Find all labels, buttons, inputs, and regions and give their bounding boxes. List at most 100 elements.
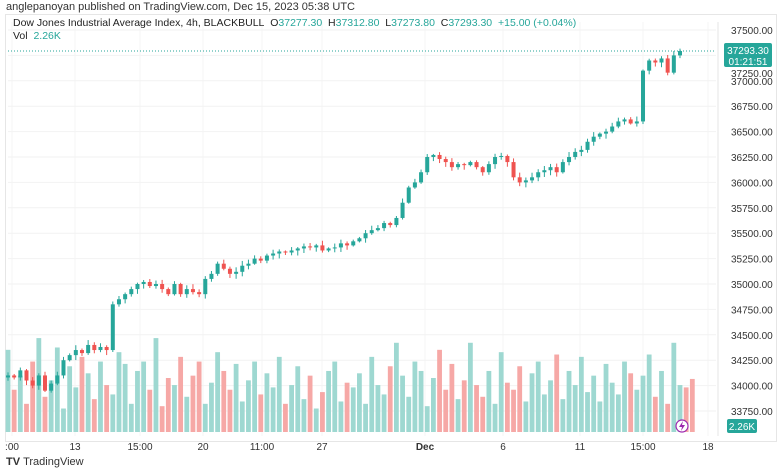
- volume-bar: [196, 361, 202, 432]
- volume-bar: [17, 375, 23, 432]
- volume-bar: [615, 394, 621, 432]
- candle-body: [622, 119, 627, 122]
- high-label: H: [328, 17, 336, 29]
- volume-bar: [622, 361, 627, 432]
- candle-body: [517, 177, 522, 183]
- brand-name: TradingView: [23, 456, 84, 468]
- volume-bar: [313, 408, 319, 432]
- volume-bar: [628, 373, 634, 432]
- candle-body: [456, 164, 461, 168]
- candle-body: [357, 238, 362, 242]
- volume-bar: [689, 378, 695, 432]
- volume-bar: [252, 361, 258, 432]
- volume-bar: [110, 394, 116, 432]
- tradingview-logo[interactable]: TV TradingView: [6, 456, 84, 468]
- bar-countdown: 01:21:51: [729, 57, 768, 68]
- candle-body: [86, 344, 91, 354]
- candle-body: [678, 51, 682, 56]
- x-tick-label: 11:00: [250, 442, 275, 453]
- candle-body: [363, 233, 368, 239]
- lightning-glyph: [679, 421, 685, 431]
- candle-body: [634, 121, 639, 124]
- close-value: 37293.30: [448, 17, 493, 29]
- x-tick-label: 20: [197, 442, 209, 453]
- volume-bar: [141, 361, 147, 432]
- candle-body: [172, 284, 177, 295]
- candle-body: [345, 243, 350, 246]
- volume-bar: [443, 389, 449, 432]
- candle-body: [73, 350, 78, 356]
- candle-body: [264, 255, 269, 261]
- volume-bar: [369, 356, 375, 432]
- close-label: C: [440, 17, 449, 29]
- candle-body: [419, 172, 424, 183]
- candle-body: [289, 250, 294, 253]
- volume-bar: [128, 403, 134, 432]
- volume-bar: [11, 389, 17, 432]
- candle-body: [536, 172, 541, 178]
- volume-bar: [326, 370, 331, 432]
- volume-bar: [375, 385, 381, 432]
- volume-bar: [227, 389, 233, 432]
- volume-bar: [511, 389, 516, 432]
- volume-bar: [535, 361, 541, 432]
- volume-bar: [344, 382, 350, 432]
- open-value: 37277.30: [278, 17, 323, 29]
- y-tick-label: 36500.00: [731, 128, 773, 139]
- candle-body: [42, 375, 47, 391]
- volume-bar: [54, 347, 60, 432]
- volume-bar: [474, 385, 479, 432]
- volume-bar: [363, 403, 368, 432]
- volume-bar: [147, 389, 153, 432]
- candle-body: [375, 228, 380, 231]
- candle-body: [166, 289, 171, 295]
- candle-body: [190, 289, 195, 293]
- volume-bar: [283, 403, 288, 432]
- volume-bar: [548, 380, 553, 432]
- candle-body: [597, 133, 602, 137]
- candle-body: [523, 180, 528, 183]
- candle-body: [486, 164, 491, 173]
- candle-body: [271, 253, 276, 256]
- change-value: +15.00 (+0.04%): [497, 17, 577, 29]
- symbol-title[interactable]: Dow Jones Industrial Average Index, 4h, …: [13, 17, 265, 29]
- volume-bar: [418, 370, 424, 432]
- volume-bar: [455, 399, 461, 432]
- candle-body: [36, 375, 41, 386]
- volume-bar: [609, 382, 615, 432]
- volume-bar: [357, 373, 362, 432]
- volume-bar: [585, 392, 590, 432]
- candle-body: [67, 355, 72, 361]
- volume-bar: [578, 356, 584, 432]
- publisher-line: anglepanoyan published on TradingView.co…: [6, 1, 355, 13]
- candle-body: [221, 263, 226, 269]
- volume-bar: [560, 399, 566, 432]
- volume-bar: [387, 366, 393, 432]
- x-tick-label: 6: [500, 442, 506, 453]
- volume-bar: [461, 380, 467, 432]
- volume-bar: [683, 387, 689, 432]
- volume-bar: [640, 375, 646, 432]
- candle-body: [295, 248, 300, 251]
- x-tick-label: Dec: [416, 442, 435, 453]
- price-tag-value: 37293.30: [727, 46, 769, 57]
- candle-body: [79, 350, 84, 354]
- candle-body: [49, 383, 54, 391]
- candle-body: [197, 292, 202, 295]
- candle-body: [671, 55, 676, 73]
- volume-bar: [153, 338, 159, 432]
- volume-bar: [394, 342, 399, 432]
- candle-body: [320, 245, 325, 251]
- y-tick-label: 37250.00: [731, 69, 773, 80]
- x-tick-label: 27: [316, 442, 328, 453]
- candle-body: [425, 157, 430, 173]
- candle-body: [252, 258, 257, 264]
- candle-body: [283, 251, 288, 253]
- volume-bar: [42, 396, 48, 432]
- volume-tag-value: 2.26K: [729, 422, 755, 433]
- volume-bar: [381, 394, 387, 432]
- candle-body: [178, 284, 183, 295]
- volume-bar: [209, 382, 214, 432]
- volume-bar: [467, 342, 473, 432]
